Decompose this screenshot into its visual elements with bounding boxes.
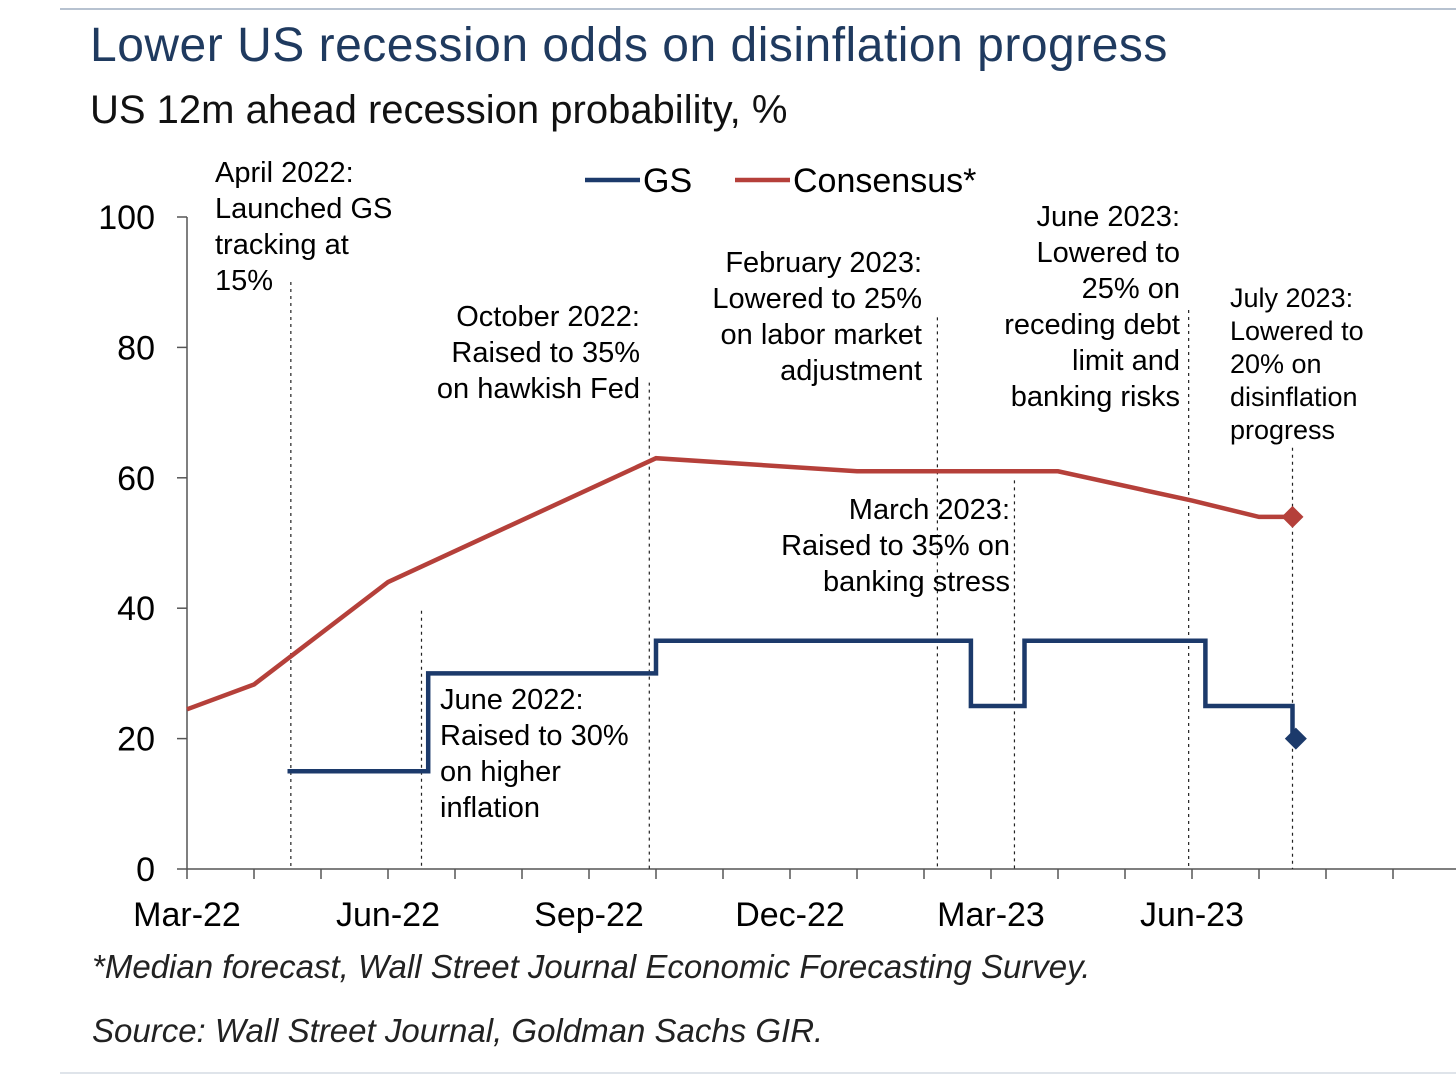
annotation-line: Lowered to: [1037, 237, 1181, 269]
annotation-line: banking stress: [823, 566, 1010, 598]
y-tick-label: 20: [117, 721, 155, 759]
annotation-text: April 2022: Launched GS tracking at 15%: [215, 157, 392, 297]
annotation-line: 20% on: [1230, 349, 1322, 379]
series-marker-gs: [1284, 727, 1307, 750]
annotation-line: Lowered to 25%: [712, 283, 922, 315]
x-tick-label: Mar-23: [937, 896, 1045, 934]
y-tick-label: 0: [136, 851, 155, 889]
x-tick-label: Jun-22: [336, 896, 440, 934]
annotation-line: June 2023:: [1036, 201, 1180, 233]
annotation-line: July 2023:: [1230, 283, 1353, 313]
bottom-rule: [60, 1072, 1456, 1074]
annotation-text: June 2022: Raised to 30% on higher inflatio…: [440, 684, 629, 824]
annotation-line: October 2022:: [456, 301, 640, 333]
annotation-line: adjustment: [780, 355, 922, 387]
annotation-line: inflation: [440, 792, 540, 824]
y-tick-label: 80: [117, 329, 155, 367]
footnote: *Median forecast, Wall Street Journal Ec…: [92, 948, 1091, 985]
annotation-line: March 2023:: [849, 494, 1010, 526]
annotation-text: June 2023: Lowered to 25% on receding debt l…: [1004, 201, 1180, 413]
y-tick-label: 40: [117, 590, 155, 628]
annotation-text: October 2022: Raised to 35% on hawkish Fed: [437, 301, 640, 405]
annotation-line: receding debt: [1004, 309, 1180, 341]
annotation-text: February 2023: Lowered to 25% on labor mar…: [712, 247, 922, 387]
chart-title: Lower US recession odds on disinflation …: [90, 19, 1168, 72]
series-marker-consensus: [1281, 505, 1304, 528]
y-tick-label: 60: [117, 460, 155, 498]
legend-label: Consensus*: [793, 162, 976, 200]
x-tick-label: Sep-22: [534, 896, 644, 934]
chart-subtitle: US 12m ahead recession probability, %: [90, 88, 788, 132]
top-rule: [60, 8, 1456, 10]
source-note: Source: Wall Street Journal, Goldman Sac…: [92, 1012, 824, 1049]
annotation-line: on labor market: [721, 319, 923, 351]
annotation-line: Raised to 35%: [451, 337, 640, 369]
x-tick-label: Mar-22: [133, 896, 241, 934]
annotation-line: on higher: [440, 756, 561, 788]
annotation-line: tracking at: [215, 229, 349, 261]
series-line-consensus: [186, 455, 1293, 712]
legend-label: GS: [643, 162, 692, 200]
annotation-line: 15%: [215, 265, 273, 297]
y-tick-label: 100: [98, 199, 155, 237]
series-line-gs: [287, 638, 1295, 774]
annotation-line: limit and: [1072, 345, 1180, 377]
annotation-line: Raised to 30%: [440, 720, 629, 752]
x-tick-label: Dec-22: [735, 896, 845, 934]
annotation-text: March 2023: Raised to 35% on banking stres…: [781, 494, 1010, 598]
annotation-line: disinflation: [1230, 382, 1358, 412]
annotation-line: progress: [1230, 415, 1335, 445]
annotation-line: February 2023:: [725, 247, 922, 279]
annotation-line: Raised to 35% on: [781, 530, 1010, 562]
annotation-line: April 2022:: [215, 157, 354, 189]
annotation-text: July 2023: Lowered to 20% on disinflation pr…: [1230, 283, 1364, 445]
x-tick-label: Jun-23: [1140, 896, 1244, 934]
annotation-line: Lowered to: [1230, 316, 1364, 346]
annotation-line: Launched GS: [215, 193, 392, 225]
annotation-line: 25% on: [1082, 273, 1180, 305]
annotation-line: on hawkish Fed: [437, 373, 640, 405]
annotation-line: banking risks: [1011, 381, 1180, 413]
annotation-line: June 2022:: [440, 684, 584, 716]
